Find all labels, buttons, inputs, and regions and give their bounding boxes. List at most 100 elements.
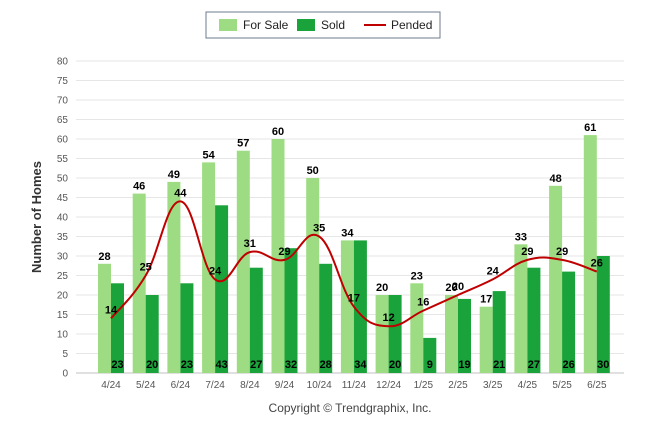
data-label-sold: 26 bbox=[562, 359, 574, 371]
data-label-for-sale: 57 bbox=[237, 138, 249, 150]
data-label-for-sale: 28 bbox=[98, 251, 110, 263]
x-tick-label: 5/25 bbox=[552, 380, 572, 391]
x-tick-label: 4/24 bbox=[101, 380, 121, 391]
legend-label-pended: Pended bbox=[391, 18, 432, 32]
data-label-sold: 43 bbox=[215, 359, 227, 371]
bar-sold bbox=[145, 295, 159, 373]
bar-sold bbox=[423, 337, 437, 373]
y-tick-label: 75 bbox=[57, 76, 69, 87]
legend-label-for-sale: For Sale bbox=[243, 18, 289, 32]
y-tick-label: 0 bbox=[62, 369, 68, 380]
data-label-for-sale: 61 bbox=[584, 122, 596, 134]
data-label-pended: 44 bbox=[174, 187, 187, 199]
data-label-pended: 26 bbox=[591, 258, 603, 270]
bar-for-sale bbox=[445, 295, 458, 373]
data-label-sold: 23 bbox=[111, 359, 123, 371]
x-tick-label: 5/24 bbox=[136, 380, 156, 391]
data-label-sold: 32 bbox=[285, 359, 297, 371]
data-label-for-sale: 60 bbox=[272, 126, 284, 138]
data-label-for-sale: 49 bbox=[168, 169, 180, 181]
legend-swatch-for-sale bbox=[219, 19, 237, 31]
data-label-sold: 30 bbox=[597, 359, 609, 371]
bar-for-sale bbox=[306, 178, 320, 373]
legend-swatch-sold bbox=[297, 19, 315, 31]
x-tick-label: 3/25 bbox=[483, 380, 503, 391]
x-tick-label: 7/24 bbox=[205, 380, 225, 391]
bars bbox=[98, 135, 610, 373]
pended-line bbox=[110, 200, 598, 328]
legend-box bbox=[205, 11, 441, 39]
bar-sold bbox=[596, 256, 610, 373]
data-label-sold: 27 bbox=[250, 359, 262, 371]
y-tick-label: 30 bbox=[57, 252, 69, 263]
data-label-pended: 17 bbox=[348, 293, 360, 305]
data-label-pended: 31 bbox=[244, 238, 256, 250]
x-tick-label: 9/24 bbox=[275, 380, 295, 391]
bar-for-sale bbox=[549, 185, 563, 373]
y-tick-label: 60 bbox=[57, 135, 69, 146]
bar-for-sale bbox=[583, 135, 597, 373]
bar-sold bbox=[284, 248, 298, 373]
bar-sold bbox=[527, 267, 541, 373]
data-label-pended: 12 bbox=[382, 312, 394, 324]
bar-for-sale bbox=[236, 150, 250, 373]
y-tick-label: 50 bbox=[57, 174, 69, 185]
copyright-text: Copyright © Trendgraphix, Inc. bbox=[269, 401, 432, 415]
bar-sold bbox=[458, 298, 471, 373]
bar-for-sale bbox=[340, 240, 354, 373]
data-label-pended: 16 bbox=[417, 297, 429, 309]
data-label-pended: 25 bbox=[140, 262, 152, 274]
data-label-pended: 20 bbox=[452, 281, 464, 293]
x-tick-label: 11/24 bbox=[342, 380, 367, 391]
data-label-for-sale: 20 bbox=[376, 282, 388, 294]
pended-line-layer bbox=[110, 200, 598, 328]
data-label-for-sale: 54 bbox=[202, 149, 215, 161]
data-label-for-sale: 20 bbox=[445, 282, 457, 294]
bar-sold bbox=[562, 271, 576, 373]
bar-sold bbox=[111, 283, 124, 373]
bar-for-sale bbox=[514, 244, 528, 373]
data-label-for-sale: 17 bbox=[480, 294, 492, 306]
y-tick-label: 10 bbox=[57, 330, 69, 341]
data-label-sold: 28 bbox=[320, 359, 332, 371]
bar-sold bbox=[319, 263, 333, 373]
x-tick-label: 4/25 bbox=[518, 380, 538, 391]
data-label-for-sale: 48 bbox=[549, 173, 561, 185]
data-label-sold: 34 bbox=[354, 359, 367, 371]
x-tick-label: 8/24 bbox=[240, 380, 260, 391]
y-tick-label: 55 bbox=[57, 154, 69, 165]
y-tick-label: 80 bbox=[57, 57, 69, 68]
y-tick-label: 65 bbox=[57, 115, 69, 126]
bar-for-sale bbox=[98, 263, 111, 373]
x-tick-label: 12/24 bbox=[376, 380, 401, 391]
x-axis-ticks: 4/24 5/24 6/24 7/24 8/24 9/24 10/24 11/24 12/24 1… bbox=[101, 380, 607, 391]
y-axis-title: Number of Homes bbox=[29, 161, 44, 273]
data-label-for-sale: 50 bbox=[307, 165, 319, 177]
bar-for-sale bbox=[132, 193, 146, 373]
bar-for-sale bbox=[375, 295, 389, 373]
legend: For Sale Sold Pended bbox=[205, 11, 441, 39]
bar-for-sale bbox=[410, 283, 424, 373]
y-tick-label: 45 bbox=[57, 193, 69, 204]
data-label-pended: 24 bbox=[487, 265, 500, 277]
bar-for-sale bbox=[479, 306, 493, 373]
y-tick-label: 70 bbox=[57, 96, 69, 107]
data-label-sold: 21 bbox=[493, 359, 505, 371]
y-tick-label: 15 bbox=[57, 310, 69, 321]
data-label-pended: 29 bbox=[521, 246, 533, 258]
bar-sold bbox=[492, 291, 506, 373]
x-tick-label: 6/25 bbox=[587, 380, 607, 391]
x-tick-label: 2/25 bbox=[448, 380, 468, 391]
data-label-pended: 35 bbox=[313, 223, 325, 235]
data-label-sold: 27 bbox=[528, 359, 540, 371]
bar-for-sale bbox=[167, 181, 181, 373]
data-label-for-sale: 46 bbox=[133, 181, 145, 193]
legend-label-sold: Sold bbox=[321, 18, 345, 32]
data-label-pended: 29 bbox=[278, 246, 290, 258]
data-label-for-sale: 23 bbox=[411, 270, 423, 282]
data-label-for-sale: 34 bbox=[341, 227, 354, 239]
data-label-sold: 20 bbox=[146, 359, 158, 371]
bar-sold bbox=[249, 267, 263, 373]
y-axis-ticks: 0 5 10 15 20 25 30 35 40 45 50 55 60 65 70 75 80 bbox=[57, 57, 69, 380]
bar-sold bbox=[388, 295, 402, 373]
